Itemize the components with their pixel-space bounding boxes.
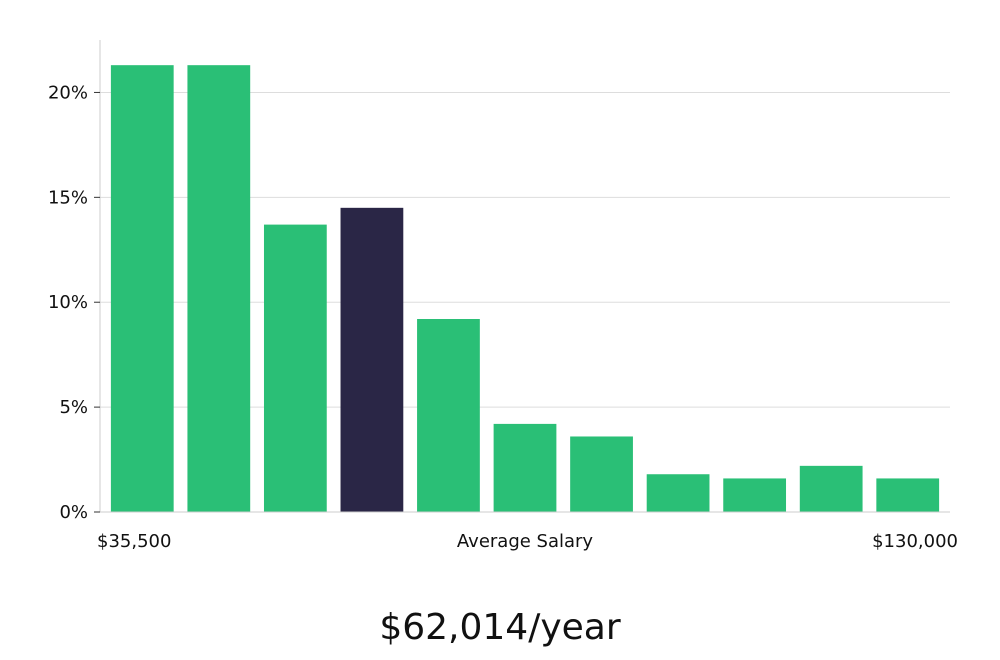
salary-chart-wrap: 0% 5% 10% 15% 20% $35,500 Average Salary $13… — [48, 40, 958, 552]
bar — [187, 65, 251, 512]
bar-highlighted — [340, 207, 404, 513]
salary-histogram: 0% 5% 10% 15% 20% $35,500 Average Salary $13… — [48, 40, 958, 552]
bar — [646, 474, 710, 512]
bar — [110, 65, 174, 512]
bar — [417, 319, 480, 512]
bar — [493, 423, 557, 512]
bar — [723, 478, 787, 512]
y-tick-label: 0% — [59, 502, 88, 523]
y-tick-label: 10% — [48, 292, 88, 313]
bar — [799, 465, 863, 512]
y-tick-label: 20% — [48, 82, 88, 103]
x-axis-title: Average Salary — [457, 531, 594, 552]
y-tick-layer: 0% 5% 10% 15% 20% — [48, 82, 100, 523]
bar-layer — [110, 65, 940, 513]
bar — [570, 436, 633, 512]
y-tick-label: 5% — [59, 397, 88, 418]
bar — [876, 478, 940, 512]
average-salary-headline: $62,014/year — [379, 607, 621, 648]
x-end-label: $130,000 — [872, 531, 958, 552]
bar — [263, 224, 327, 513]
x-start-label: $35,500 — [97, 531, 171, 552]
y-tick-label: 15% — [48, 187, 88, 208]
